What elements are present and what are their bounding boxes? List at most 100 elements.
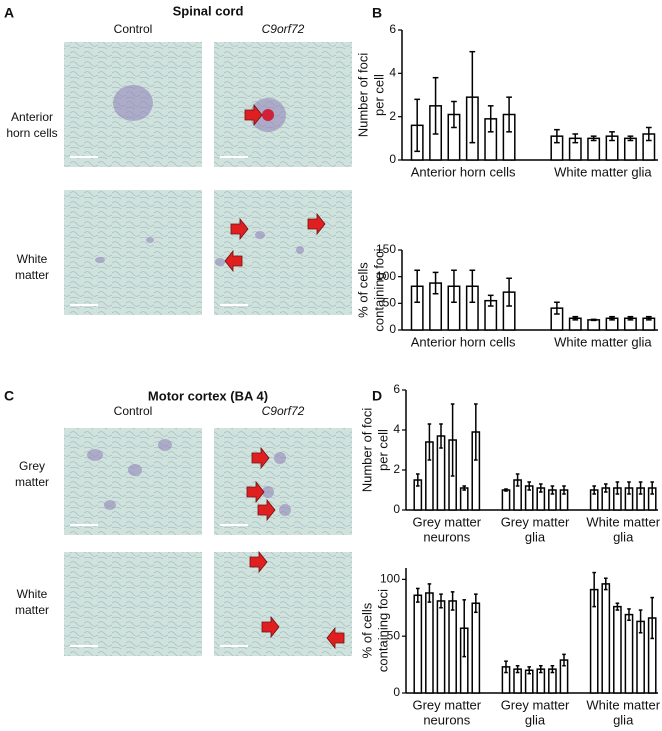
- error-bar: [487, 294, 494, 307]
- error-bar: [462, 485, 467, 491]
- micrograph: [64, 552, 202, 656]
- panel-title: Spinal cord: [173, 3, 244, 18]
- column-label: Control: [114, 22, 153, 36]
- error-bar: [527, 481, 531, 491]
- error-bar: [592, 571, 596, 608]
- y-axis-label: % of cells: [359, 602, 374, 658]
- error-bar: [554, 128, 560, 144]
- micrograph: [214, 428, 352, 535]
- y-tick-label: 0: [393, 685, 400, 699]
- row-label: horn cells: [6, 126, 57, 140]
- micrograph: [214, 190, 352, 315]
- error-bar: [562, 653, 566, 667]
- error-bar: [638, 609, 643, 634]
- arrow: [244, 103, 263, 127]
- bar: [587, 319, 601, 331]
- y-tick-label: 50: [383, 296, 397, 310]
- arrow: [251, 446, 270, 470]
- micrograph: [64, 428, 202, 535]
- arrow: [246, 480, 265, 504]
- row-label: Grey: [19, 459, 45, 473]
- group-label: White matter: [586, 697, 660, 712]
- bar: [436, 600, 446, 694]
- error-bar: [515, 473, 520, 487]
- bar: [601, 583, 611, 694]
- group-label: glia: [525, 712, 546, 727]
- y-tick-label: 4: [393, 422, 400, 436]
- y-axis-label: Number of foci: [355, 53, 370, 138]
- bar: [448, 600, 457, 694]
- error-bar: [590, 318, 597, 322]
- error-bar: [627, 315, 634, 321]
- error-bar: [592, 485, 596, 495]
- bar: [623, 137, 637, 161]
- error-bar: [515, 664, 520, 674]
- cell: [279, 504, 291, 516]
- error-bar: [609, 315, 615, 321]
- error-bar: [439, 593, 443, 609]
- error-bar: [474, 593, 478, 614]
- error-bar: [462, 599, 467, 658]
- row-label: Anterior: [11, 110, 53, 124]
- cell: [104, 500, 116, 510]
- arrow: [307, 212, 326, 236]
- y-axis-label: per cell: [371, 74, 386, 116]
- group-label: neurons: [423, 712, 470, 727]
- micrograph: [214, 42, 352, 167]
- group-label: Grey matter: [412, 697, 481, 712]
- y-tick-label: 6: [393, 382, 400, 396]
- y-axis-label: per cell: [375, 429, 390, 471]
- error-bar: [474, 403, 478, 461]
- row-label: matter: [15, 268, 49, 282]
- group-label: Anterior horn cells: [411, 164, 516, 179]
- foci: [262, 109, 274, 121]
- error-bar: [450, 403, 455, 477]
- error-bar: [603, 577, 608, 591]
- error-bar: [427, 423, 432, 461]
- error-bar: [451, 100, 457, 129]
- y-axis-label: % of cells: [355, 262, 370, 318]
- group-label: White matter: [586, 514, 660, 529]
- arrow: [249, 550, 268, 574]
- y-axis-label: containing foci: [371, 248, 386, 331]
- group-label: glia: [613, 529, 634, 544]
- micrograph: [64, 190, 202, 315]
- cell: [95, 257, 105, 263]
- bar: [613, 605, 622, 694]
- group-label: Grey matter: [412, 514, 481, 529]
- error-bar: [590, 135, 597, 142]
- column-label: C9orf72: [262, 22, 305, 36]
- group-label: White matter glia: [554, 334, 652, 349]
- arrow: [261, 615, 280, 639]
- error-bar: [550, 664, 555, 674]
- error-bar: [645, 126, 652, 142]
- y-tick-label: 100: [376, 269, 396, 283]
- y-tick-label: 2: [389, 109, 396, 123]
- group-label: glia: [613, 712, 634, 727]
- error-bar: [432, 76, 439, 135]
- bar: [425, 592, 434, 694]
- error-bar: [627, 135, 634, 142]
- panel-title: Motor cortex (BA 4): [148, 388, 268, 403]
- error-bar: [539, 664, 543, 674]
- error-bar: [506, 277, 512, 307]
- error-bar: [572, 133, 579, 144]
- column-label: Control: [114, 404, 153, 418]
- error-bar: [469, 50, 476, 144]
- error-bar: [432, 271, 439, 295]
- bar: [413, 594, 423, 694]
- cell: [255, 231, 265, 239]
- group-label: White matter glia: [554, 164, 652, 179]
- cell: [215, 258, 225, 266]
- group-label: glia: [525, 529, 546, 544]
- cell: [87, 449, 103, 461]
- error-bar: [427, 583, 432, 603]
- column-label: C9orf72: [262, 404, 305, 418]
- group-label: Grey matter: [501, 697, 570, 712]
- error-bar: [615, 602, 620, 611]
- cell: [296, 246, 304, 254]
- error-bar: [550, 485, 555, 495]
- cell: [274, 452, 286, 464]
- group-label: Grey matter: [501, 514, 570, 529]
- micrograph-set: [64, 42, 352, 315]
